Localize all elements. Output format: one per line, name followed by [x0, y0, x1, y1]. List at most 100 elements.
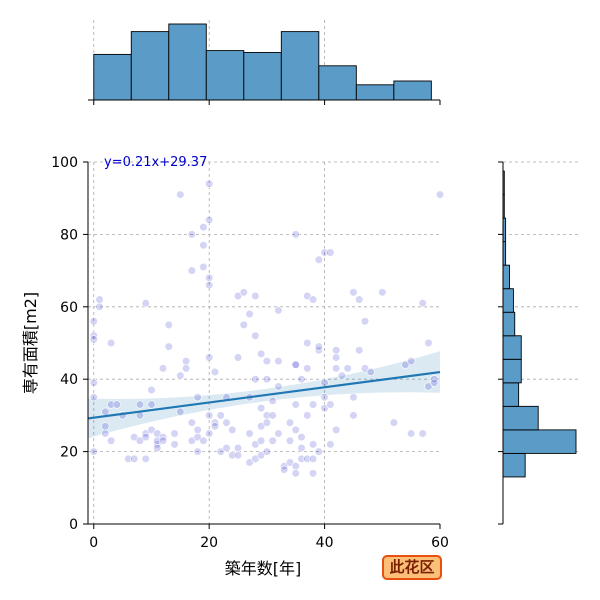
data-point	[89, 393, 98, 402]
data-point	[124, 454, 133, 463]
data-point	[349, 288, 358, 297]
data-point	[222, 418, 231, 427]
y-hist-bar	[502, 429, 577, 454]
data-point	[257, 422, 266, 431]
data-point	[245, 309, 254, 319]
data-point	[274, 382, 283, 391]
x-tick-label: 40	[316, 535, 334, 551]
data-point	[239, 288, 248, 297]
data-point	[147, 425, 156, 434]
data-point	[407, 357, 416, 366]
y-tick-label: 80	[60, 227, 78, 243]
y-hist-bar	[502, 264, 510, 290]
data-point	[245, 458, 254, 467]
data-point	[251, 331, 260, 340]
data-point	[147, 385, 156, 395]
data-point	[233, 353, 243, 362]
x-hist-bar	[93, 53, 132, 101]
data-point	[251, 291, 260, 301]
data-point	[205, 179, 214, 188]
data-point	[291, 400, 300, 409]
data-point	[291, 360, 300, 369]
y-hist-bar	[502, 335, 522, 360]
data-point	[326, 400, 335, 409]
data-point	[314, 447, 323, 456]
x-tick-label: 20	[200, 535, 218, 551]
data-point	[233, 291, 243, 301]
x-hist-bar	[318, 65, 357, 101]
data-point	[407, 429, 416, 438]
data-point	[112, 400, 121, 409]
regression-line	[87, 370, 441, 420]
scatter-points	[89, 179, 445, 478]
data-point	[268, 396, 277, 406]
data-point	[308, 295, 318, 304]
data-point	[291, 230, 300, 239]
data-point	[262, 411, 271, 420]
data-point	[199, 223, 208, 232]
data-point	[210, 367, 220, 377]
data-point	[233, 451, 243, 460]
data-point	[193, 433, 202, 442]
data-point	[95, 295, 104, 304]
data-point	[153, 443, 162, 453]
data-point	[141, 454, 150, 463]
data-point	[187, 436, 196, 445]
data-point	[222, 443, 231, 453]
data-point	[303, 338, 312, 348]
data-point	[210, 422, 220, 431]
x-hist-bar	[355, 84, 395, 101]
data-point	[101, 429, 110, 438]
data-point	[251, 454, 260, 463]
data-point	[262, 357, 271, 366]
y-tick-label: 0	[69, 517, 78, 533]
data-point	[164, 320, 173, 330]
regression-line-path	[87, 370, 441, 420]
data-point	[435, 190, 445, 199]
data-point	[251, 375, 260, 384]
x-hist-bar	[280, 31, 320, 101]
data-point	[89, 335, 98, 344]
data-point	[106, 436, 116, 445]
data-point	[199, 436, 208, 445]
data-point	[418, 299, 427, 308]
data-point	[106, 338, 116, 348]
data-point	[424, 338, 433, 348]
data-point	[130, 454, 139, 463]
data-point	[430, 378, 439, 387]
y-hist-bar	[502, 288, 514, 313]
data-point	[89, 317, 98, 326]
data-point	[251, 440, 260, 449]
data-point	[228, 425, 237, 434]
y-tick-label: 100	[51, 155, 78, 171]
data-point	[355, 346, 364, 355]
data-point	[268, 436, 277, 445]
data-point	[274, 306, 283, 315]
data-point	[262, 418, 271, 427]
data-point	[314, 255, 323, 264]
data-point	[355, 295, 364, 304]
data-point	[332, 425, 341, 434]
data-point	[262, 447, 271, 456]
data-point	[320, 378, 329, 387]
data-point	[332, 346, 341, 355]
data-point	[181, 357, 191, 366]
data-point	[89, 447, 98, 456]
data-point	[314, 342, 323, 351]
regression-equation-label: y=0.21x+29.37	[104, 155, 207, 170]
data-point	[297, 375, 306, 384]
data-point	[153, 436, 162, 445]
data-point	[164, 342, 173, 351]
data-point	[135, 436, 145, 445]
data-point	[320, 404, 329, 413]
data-point	[349, 393, 358, 402]
y-hist-bar	[502, 405, 539, 431]
x-hist-bar	[243, 52, 282, 101]
data-point	[205, 353, 214, 362]
data-point	[291, 469, 300, 478]
data-point	[418, 429, 427, 438]
data-point	[205, 429, 214, 438]
data-point	[326, 440, 335, 449]
data-point	[257, 436, 266, 445]
data-point	[332, 364, 341, 373]
